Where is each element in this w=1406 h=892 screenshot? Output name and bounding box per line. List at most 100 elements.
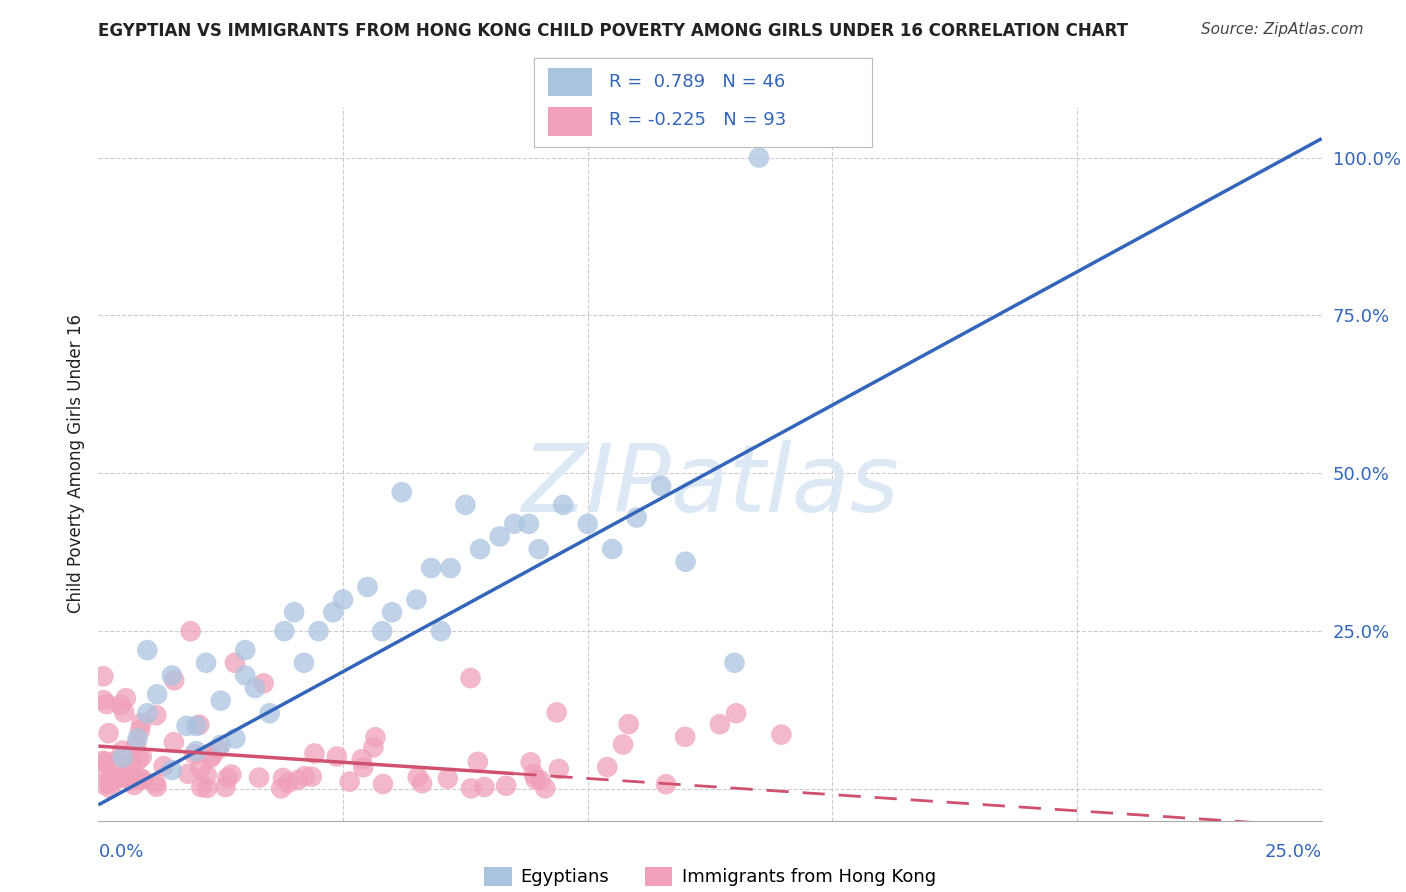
Point	[180, 624, 202, 639]
Point	[468, 542, 491, 557]
Point	[163, 735, 186, 749]
Text: 25.0%: 25.0%	[1264, 843, 1322, 861]
Point	[356, 580, 378, 594]
Y-axis label: Child Poverty Among Girls Under 16: Child Poverty Among Girls Under 16	[66, 314, 84, 614]
Point	[195, 780, 218, 795]
Point	[186, 719, 208, 733]
Point	[112, 770, 135, 784]
Point	[120, 773, 142, 788]
FancyBboxPatch shape	[548, 68, 592, 96]
Point	[655, 777, 678, 791]
Point	[517, 516, 540, 531]
Point	[371, 624, 394, 639]
Point	[553, 498, 575, 512]
Point	[576, 516, 599, 531]
Point	[617, 717, 640, 731]
Point	[529, 773, 551, 788]
Point	[115, 691, 138, 706]
Point	[770, 728, 793, 742]
Point	[195, 656, 218, 670]
Point	[524, 772, 547, 787]
Point	[723, 656, 745, 670]
Point	[725, 706, 748, 721]
Point	[131, 715, 153, 730]
Point	[101, 755, 124, 769]
Point	[176, 719, 198, 733]
Text: 0.0%: 0.0%	[98, 843, 143, 861]
Point	[131, 772, 153, 787]
Point	[270, 781, 292, 796]
Point	[125, 739, 148, 753]
Point	[233, 668, 256, 682]
Point	[121, 757, 143, 772]
Point	[101, 770, 124, 784]
Point	[350, 752, 373, 766]
Point	[352, 760, 374, 774]
Point	[136, 706, 159, 721]
Point	[322, 605, 344, 619]
Point	[600, 542, 623, 557]
Point	[460, 781, 482, 796]
Point	[183, 747, 205, 762]
Point	[673, 730, 696, 744]
Point	[534, 781, 557, 796]
Point	[146, 687, 169, 701]
Point	[136, 643, 159, 657]
Point	[287, 773, 309, 788]
Point	[152, 759, 174, 773]
Point	[527, 542, 550, 557]
Point	[91, 669, 114, 683]
Point	[111, 771, 134, 785]
Point	[709, 717, 731, 731]
Point	[391, 485, 413, 500]
Point	[308, 624, 330, 639]
Point	[523, 767, 546, 781]
Point	[111, 750, 134, 764]
Point	[195, 768, 218, 782]
Point	[177, 766, 200, 780]
FancyBboxPatch shape	[548, 107, 592, 136]
Point	[467, 755, 489, 769]
Point	[273, 624, 295, 639]
Point	[519, 756, 541, 770]
Point	[488, 529, 510, 543]
Point	[91, 763, 114, 777]
Point	[259, 706, 281, 721]
Point	[503, 516, 526, 531]
Point	[332, 592, 354, 607]
Point	[129, 771, 152, 785]
Text: EGYPTIAN VS IMMIGRANTS FROM HONG KONG CHILD POVERTY AMONG GIRLS UNDER 16 CORRELA: EGYPTIAN VS IMMIGRANTS FROM HONG KONG CH…	[98, 22, 1129, 40]
Point	[371, 777, 394, 791]
Point	[93, 693, 115, 707]
Point	[650, 479, 672, 493]
Point	[163, 673, 186, 688]
Text: R =  0.789   N = 46: R = 0.789 N = 46	[609, 72, 785, 91]
Point	[127, 731, 149, 746]
Point	[145, 708, 167, 723]
Point	[145, 780, 167, 794]
Point	[292, 656, 315, 670]
Point	[209, 693, 232, 707]
Point	[200, 751, 222, 765]
Point	[145, 776, 167, 790]
Point	[626, 510, 648, 524]
Point	[271, 771, 294, 785]
Text: Source: ZipAtlas.com: Source: ZipAtlas.com	[1201, 22, 1364, 37]
Point	[612, 738, 634, 752]
Point	[596, 760, 619, 774]
Point	[405, 592, 427, 607]
Point	[294, 769, 316, 783]
Point	[748, 151, 770, 165]
Point	[207, 742, 229, 756]
Point	[114, 768, 136, 782]
Point	[381, 605, 404, 619]
Point	[186, 744, 208, 758]
Point	[117, 767, 139, 781]
Point	[96, 697, 118, 711]
Point	[304, 747, 326, 761]
Point	[224, 656, 246, 670]
Point	[547, 762, 569, 776]
Point	[160, 763, 183, 777]
Point	[546, 706, 568, 720]
Point	[283, 605, 305, 619]
